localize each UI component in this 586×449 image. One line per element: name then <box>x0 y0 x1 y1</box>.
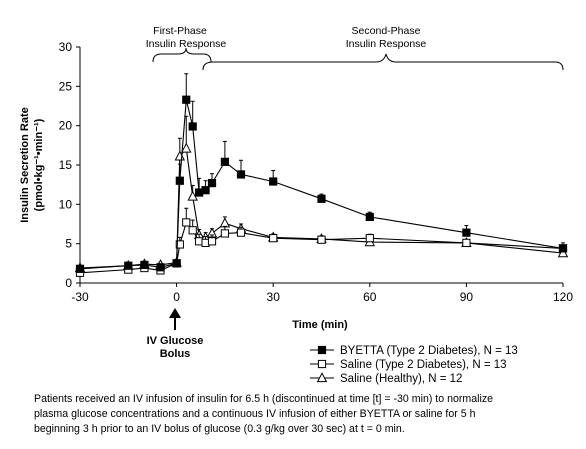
data-point <box>462 238 471 247</box>
data-point <box>219 217 231 228</box>
x-tick-label: 60 <box>363 290 377 304</box>
data-point <box>365 234 374 243</box>
data-point <box>182 218 191 227</box>
data-point <box>269 177 278 186</box>
data-point <box>140 260 149 270</box>
data-point <box>172 259 181 268</box>
data-point <box>188 122 197 131</box>
x-tick-label: 30 <box>267 290 281 304</box>
data-point <box>220 229 230 238</box>
data-point <box>201 186 210 195</box>
data-point <box>187 190 198 201</box>
legend-label: BYETTA (Type 2 Diabetes), N = 13 <box>340 345 518 357</box>
insulin-secretion-chart: Insulin Secretion Rate (pmol•kg⁻¹•min⁻¹)… <box>19 25 574 385</box>
data-point <box>269 234 278 243</box>
y-axis-unit: (pmol•kg⁻¹•min⁻¹) <box>33 118 45 211</box>
series-line <box>79 147 564 269</box>
bolus-label-2: Bolus <box>160 348 191 360</box>
data-point <box>207 178 217 188</box>
x-axis-title: Time (min) <box>292 319 348 331</box>
data-point <box>557 247 569 258</box>
data-point <box>207 237 217 246</box>
series-group <box>74 73 569 277</box>
legend-marker <box>316 372 328 383</box>
legend: BYETTA (Type 2 Diabetes), N = 13 Saline (… <box>310 345 518 385</box>
first-phase-label: First-Phase <box>153 25 207 37</box>
x-tick-label: 90 <box>460 290 474 304</box>
data-point <box>236 170 246 179</box>
bolus-arrow-icon <box>169 308 181 318</box>
y-tick-label: 10 <box>59 197 73 211</box>
y-tick-label: 25 <box>59 79 73 93</box>
data-point <box>462 228 471 237</box>
data-point <box>558 244 568 253</box>
caption-line-2: plasma glucose concentrations and a cont… <box>34 408 476 420</box>
x-tick-label: 0 <box>173 290 180 304</box>
first-phase-label-2: Insulin Response <box>146 38 227 50</box>
first-phase-bracket <box>152 47 212 63</box>
legend-label: Saline (Type 2 Diabetes), N = 13 <box>340 359 507 371</box>
figure-caption: Patients received an IV infusion of insu… <box>34 392 574 437</box>
second-phase-label: Second-Phase <box>352 25 421 37</box>
data-point <box>182 95 191 104</box>
y-tick-label: 15 <box>59 158 73 172</box>
data-point <box>317 194 326 203</box>
y-tick-label: 30 <box>59 40 73 54</box>
data-point <box>317 235 326 244</box>
data-point <box>188 226 197 235</box>
data-point <box>124 261 133 270</box>
x-tick-label: -30 <box>71 290 89 304</box>
y-tick-label: 20 <box>59 119 73 133</box>
data-point <box>156 263 165 272</box>
legend-label: Saline (Healthy), N = 12 <box>340 373 462 385</box>
data-point <box>175 176 184 185</box>
caption-line-3: beginning 3 h prior to an IV bolus of gl… <box>34 423 405 435</box>
data-point <box>365 212 374 222</box>
bolus-label: IV Glucose <box>147 335 204 347</box>
second-phase-brace <box>202 53 564 71</box>
y-tick-label: 0 <box>65 276 72 290</box>
data-point <box>181 142 192 153</box>
series-line <box>79 221 564 274</box>
y-tick-label: 5 <box>65 237 72 251</box>
legend-marker <box>317 345 327 355</box>
x-tick-label: 120 <box>553 290 573 304</box>
data-point <box>220 157 230 166</box>
data-point <box>75 264 85 273</box>
series-filled-square <box>75 73 568 273</box>
data-point <box>175 240 184 249</box>
y-axis-title: Insulin Secretion Rate <box>19 107 31 223</box>
data-point <box>236 228 246 237</box>
legend-marker <box>317 359 327 369</box>
second-phase-label-2: Insulin Response <box>346 38 427 50</box>
caption-line-1: Patients received an IV infusion of insu… <box>34 393 494 405</box>
